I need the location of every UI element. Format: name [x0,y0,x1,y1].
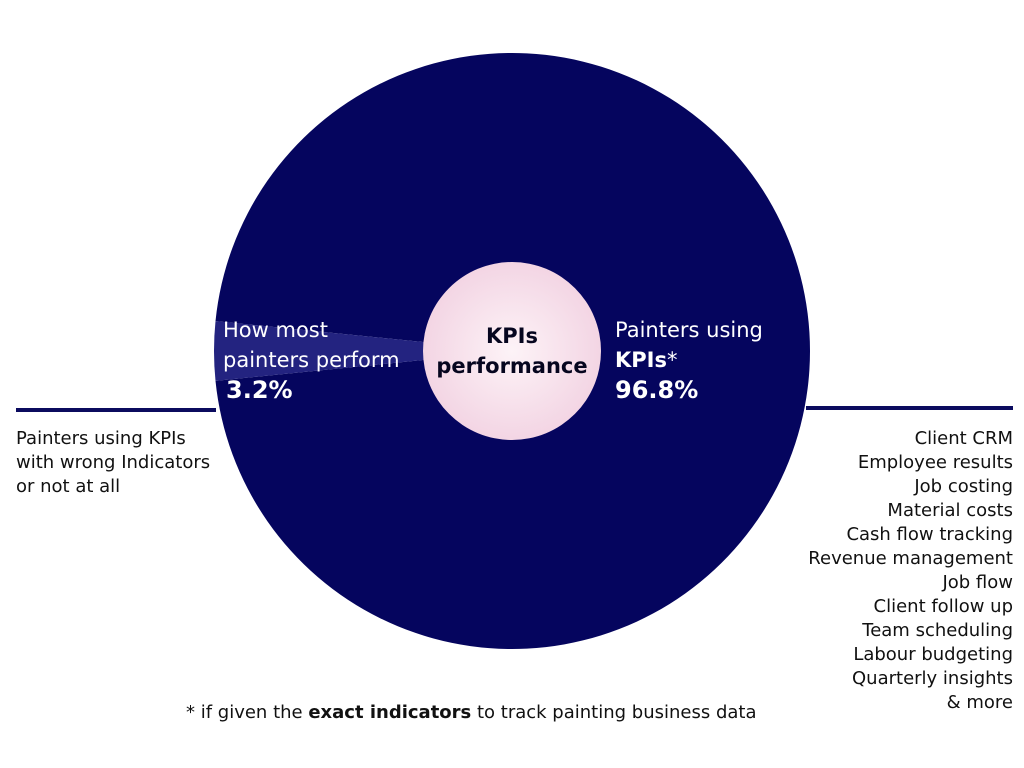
small-slice-percent: 3.2% [226,376,293,404]
center-title-line2: performance [436,354,588,378]
footnote-prefix: * if given the [186,702,309,723]
small-slice-label: How most painters perform 3.2% [223,315,400,405]
right-divider [806,406,1013,410]
left-note: Painters using KPIs with wrong Indicator… [16,427,236,499]
kpi-list-item: Client CRM [914,428,1013,449]
kpi-list-item: Job flow [942,572,1013,593]
big-slice-percent: 96.8% [615,376,699,404]
kpi-list-item: Labour budgeting [853,644,1013,665]
kpi-list-item: Team scheduling [862,620,1013,641]
kpi-list-item: Client follow up [873,596,1013,617]
footnote-bold: exact indicators [308,702,472,723]
kpi-list-item: & more [946,692,1013,713]
small-slice-label-line1: How most [223,318,328,342]
left-note-line: with wrong Indicators [16,452,211,473]
kpi-list-item: Cash flow tracking [846,524,1013,545]
footnote: * if given the exact indicators to track… [186,702,757,723]
kpi-list-item: Job costing [914,476,1013,497]
footnote-suffix: to track painting business data [471,702,757,723]
pie-slice-how-most-painters-perform [214,321,512,381]
big-slice-label-kpis: KPIs [615,348,667,372]
left-divider [16,408,216,412]
big-slice-label: Painters using KPIs* 96.8% [615,315,763,405]
left-note-line: Painters using KPIs [16,428,186,449]
small-slice-label-line2: painters perform [223,348,400,372]
kpi-list-item: Quarterly insights [852,668,1013,689]
kpi-list-item: Revenue management [808,548,1013,569]
left-note-line: or not at all [16,476,121,497]
kpi-list-item: Employee results [857,452,1013,473]
big-slice-label-line1: Painters using [615,318,763,342]
kpi-list-item: Material costs [887,500,1013,521]
kpi-list: Client CRM Employee results Job costing … [783,427,1013,715]
center-circle [423,262,601,440]
center-title: KPIs performance [423,262,601,440]
center-title-line1: KPIs [486,324,538,348]
big-slice-label-star: * [666,348,678,372]
